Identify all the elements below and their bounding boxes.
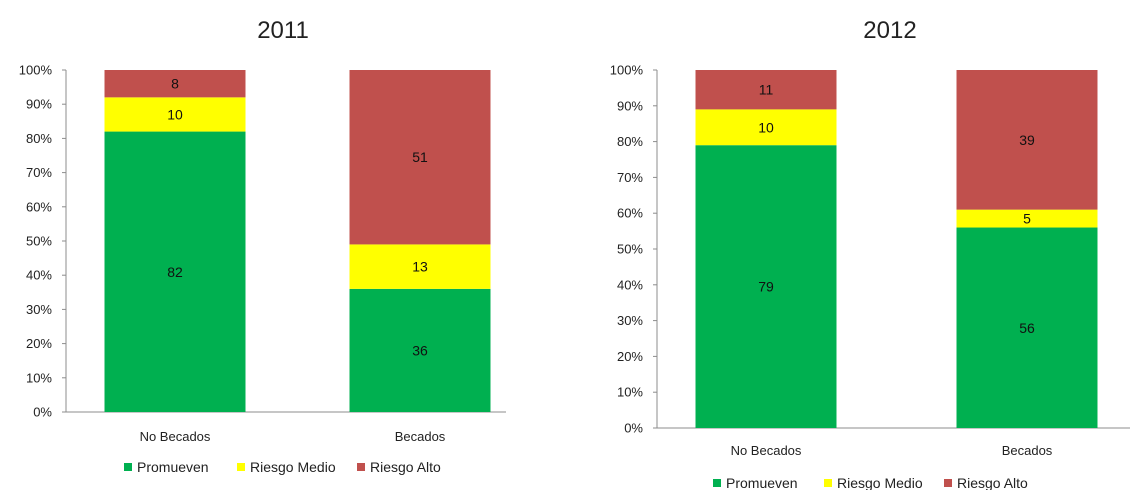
bar-segment-riesgo-alto bbox=[956, 70, 1098, 210]
y-tick-label: 70% bbox=[26, 165, 52, 180]
legend-label: Riesgo Medio bbox=[837, 475, 923, 490]
legend-swatch bbox=[944, 479, 952, 487]
data-label: 13 bbox=[412, 259, 428, 275]
y-tick-label: 10% bbox=[26, 370, 52, 385]
bar-segment-riesgo-alto bbox=[349, 70, 491, 245]
chart-2012: 2012 0% 10% 20% 30% 40% 50% 60% 70% 80% 90% 100% 79 1… bbox=[610, 17, 1130, 491]
y-tick-label: 80% bbox=[617, 134, 643, 149]
bar-segment-promueven bbox=[349, 288, 491, 412]
y-tick-label: 60% bbox=[26, 199, 52, 214]
y-tick-label: 80% bbox=[26, 131, 52, 146]
data-label: 5 bbox=[1023, 211, 1031, 227]
data-label: 10 bbox=[758, 119, 774, 135]
y-tick-label: 40% bbox=[617, 277, 643, 292]
category-label: No Becados bbox=[140, 429, 211, 444]
data-label: 11 bbox=[759, 82, 774, 98]
bar-segment-riesgo-medio bbox=[956, 209, 1098, 228]
bar-segment-promueven bbox=[956, 227, 1098, 428]
y-tick-label: 100% bbox=[19, 63, 53, 78]
y-tick-label: 70% bbox=[617, 170, 643, 185]
legend: Promueven Riesgo Medio Riesgo Alto bbox=[124, 459, 441, 475]
legend-swatch bbox=[237, 463, 245, 471]
y-tick-label: 20% bbox=[617, 349, 643, 364]
category-label: No Becados bbox=[731, 443, 802, 458]
y-tick-label: 0% bbox=[624, 421, 643, 436]
bar-segment-riesgo-medio bbox=[349, 244, 491, 289]
data-label: 8 bbox=[171, 76, 179, 92]
legend-label: Riesgo Alto bbox=[957, 475, 1028, 490]
y-tick-label: 60% bbox=[617, 206, 643, 221]
bar-segment-promueven bbox=[695, 145, 837, 428]
y-tick-label: 90% bbox=[617, 98, 643, 113]
y-tick-label: 10% bbox=[617, 385, 643, 400]
legend-label: Riesgo Medio bbox=[250, 459, 336, 475]
legend: Promueven Riesgo Medio Riesgo Alto bbox=[713, 475, 1028, 491]
legend-swatch bbox=[357, 463, 365, 471]
legend-swatch bbox=[824, 479, 832, 487]
y-tick-label: 90% bbox=[26, 97, 52, 112]
legend-label: Promueven bbox=[726, 475, 798, 490]
data-label: 82 bbox=[167, 264, 183, 280]
y-tick-label: 30% bbox=[26, 302, 52, 317]
bar-segment-promueven bbox=[104, 131, 246, 412]
legend-swatch bbox=[124, 463, 132, 471]
y-tick-label: 100% bbox=[610, 63, 644, 78]
legend-label: Riesgo Alto bbox=[370, 459, 441, 475]
y-tick-label: 50% bbox=[617, 242, 643, 257]
chart-title: 2012 bbox=[863, 17, 916, 44]
data-label: 10 bbox=[167, 106, 183, 122]
bar-segment-riesgo-medio bbox=[104, 97, 246, 132]
data-label: 79 bbox=[758, 279, 774, 295]
chart-title: 2011 bbox=[257, 17, 309, 44]
y-tick-label: 0% bbox=[33, 405, 52, 420]
legend-swatch bbox=[713, 479, 721, 487]
y-tick-label: 30% bbox=[617, 313, 643, 328]
category-label: Becados bbox=[1002, 443, 1053, 458]
bar-segment-riesgo-alto bbox=[104, 70, 246, 98]
data-label: 56 bbox=[1019, 320, 1035, 336]
y-tick-label: 50% bbox=[26, 234, 52, 249]
data-label: 51 bbox=[412, 149, 428, 165]
legend-label: Promueven bbox=[137, 459, 209, 475]
bar-segment-riesgo-alto bbox=[695, 70, 837, 110]
bar-segment-riesgo-medio bbox=[695, 109, 837, 146]
data-label: 39 bbox=[1019, 132, 1035, 148]
data-label: 36 bbox=[412, 342, 428, 358]
y-tick-label: 20% bbox=[26, 336, 52, 351]
y-tick-label: 40% bbox=[26, 268, 52, 283]
chart-2011: 2011 0% 10% 20% 30% 40% 50% 60% 70% 80% 90% 100% 82 1… bbox=[19, 17, 506, 475]
category-label: Becados bbox=[395, 429, 446, 444]
